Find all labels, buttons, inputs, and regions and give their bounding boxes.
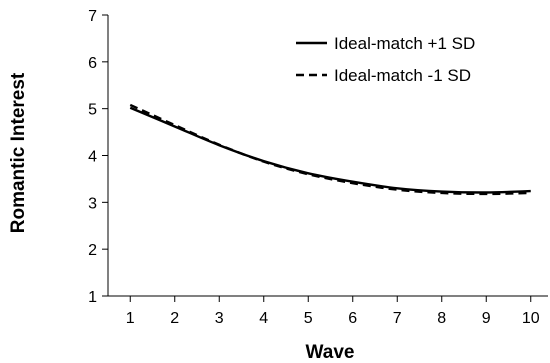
y-tick-label: 5 — [88, 102, 97, 119]
x-tick-label: 10 — [522, 310, 540, 327]
y-tick-label: 4 — [88, 149, 97, 166]
y-axis-title: Romantic Interest — [8, 72, 29, 233]
x-tick-label: 5 — [304, 310, 313, 327]
y-tick-label: 1 — [88, 289, 97, 306]
y-tick-label: 2 — [88, 242, 97, 259]
x-tick-label: 9 — [482, 310, 491, 327]
x-tick-label: 8 — [437, 310, 446, 327]
series-line-ideal-match-minus-1sd — [129, 103, 531, 196]
series-layer — [129, 103, 531, 196]
x-axis: 1 2 3 4 5 6 7 8 9 10 — [108, 295, 548, 327]
legend: Ideal-match +1 SD Ideal-match -1 SD — [296, 34, 475, 85]
x-tick-label: 3 — [215, 310, 224, 327]
legend-label-ideal-match-plus-1sd: Ideal-match +1 SD — [334, 34, 475, 53]
legend-label-ideal-match-minus-1sd: Ideal-match -1 SD — [334, 66, 471, 85]
x-tick-label: 7 — [393, 310, 402, 327]
x-axis-title: Wave — [306, 342, 355, 363]
y-tick-label: 3 — [88, 195, 97, 212]
x-tick-label: 2 — [170, 310, 179, 327]
x-tick-label: 1 — [126, 310, 135, 327]
x-tick-label: 6 — [348, 310, 357, 327]
x-tick-label: 4 — [259, 310, 268, 327]
y-tick-label: 7 — [88, 8, 97, 25]
y-axis: 1 2 3 4 5 6 7 — [88, 8, 109, 306]
y-tick-label: 6 — [88, 55, 97, 72]
